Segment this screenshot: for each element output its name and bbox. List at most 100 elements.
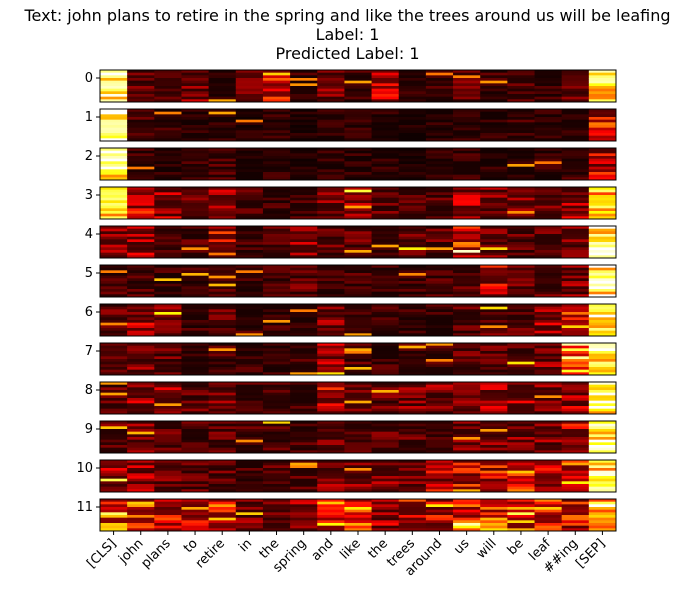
heatmap-cell bbox=[453, 125, 481, 129]
heatmap-cell bbox=[507, 403, 535, 407]
heatmap-cell bbox=[208, 515, 237, 519]
heatmap-cell bbox=[290, 343, 318, 347]
heatmap-cell bbox=[100, 94, 128, 98]
heatmap-cell bbox=[588, 156, 617, 160]
heatmap-cell bbox=[588, 133, 617, 137]
heatmap-cell bbox=[371, 322, 400, 326]
heatmap-cell bbox=[344, 119, 372, 123]
heatmap-cell bbox=[290, 309, 318, 313]
heatmap-cell bbox=[588, 478, 617, 482]
heatmap-cell bbox=[453, 345, 481, 349]
heatmap-cell bbox=[398, 164, 427, 168]
heatmap-cell bbox=[262, 403, 291, 407]
heatmap-cell bbox=[425, 255, 454, 259]
heatmap-cell bbox=[317, 125, 345, 129]
heatmap-cell bbox=[208, 265, 237, 269]
heatmap-cell bbox=[453, 138, 481, 142]
heatmap-cell bbox=[588, 322, 617, 326]
heatmap-cell bbox=[181, 486, 210, 490]
heatmap-cell bbox=[317, 138, 345, 142]
heatmap-cell bbox=[453, 203, 481, 207]
heatmap-cell bbox=[290, 72, 318, 76]
heatmap-cell bbox=[453, 437, 481, 441]
heatmap-cell bbox=[534, 294, 563, 298]
heatmap-cell bbox=[317, 523, 345, 527]
heatmap-cell bbox=[317, 208, 345, 212]
heatmap-cell bbox=[235, 309, 264, 313]
heatmap-cell bbox=[561, 111, 590, 115]
heatmap-cell bbox=[344, 231, 372, 235]
heatmap-cell bbox=[127, 166, 155, 170]
heatmap-cell bbox=[181, 119, 210, 123]
heatmap-cell bbox=[534, 515, 563, 519]
heatmap-cell bbox=[425, 426, 454, 430]
heatmap-cell bbox=[262, 359, 291, 363]
heatmap-cell bbox=[127, 478, 155, 482]
heatmap-cell bbox=[235, 91, 264, 95]
heatmap-cell bbox=[344, 86, 372, 90]
heatmap-cell bbox=[262, 195, 291, 199]
heatmap-cell bbox=[561, 333, 590, 337]
heatmap-cell bbox=[534, 86, 563, 90]
heatmap-cell bbox=[127, 138, 155, 142]
heatmap-cell bbox=[425, 117, 454, 121]
heatmap-cell bbox=[181, 442, 210, 446]
heatmap-cell bbox=[371, 242, 400, 246]
heatmap-cell bbox=[371, 244, 400, 248]
heatmap-cell bbox=[398, 392, 427, 396]
heatmap-cell bbox=[534, 114, 563, 118]
heatmap-cell bbox=[371, 213, 400, 217]
heatmap-cell bbox=[480, 236, 508, 240]
heatmap-cell bbox=[262, 509, 291, 513]
heatmap-cell bbox=[425, 158, 454, 162]
heatmap-cell bbox=[480, 372, 508, 376]
heatmap-cell bbox=[344, 265, 372, 269]
heatmap-cell bbox=[588, 353, 617, 357]
heatmap-cell bbox=[480, 133, 508, 137]
heatmap-cell bbox=[127, 161, 155, 165]
heatmap-cell bbox=[317, 306, 345, 310]
heatmap-cell bbox=[507, 429, 535, 433]
heatmap-cell bbox=[453, 523, 481, 527]
heatmap-cell bbox=[480, 460, 508, 464]
heatmap-cell bbox=[181, 372, 210, 376]
heatmap-cell bbox=[344, 507, 372, 511]
heatmap-cell bbox=[480, 400, 508, 404]
heatmap-cell bbox=[561, 325, 590, 329]
heatmap-cell bbox=[507, 148, 535, 152]
heatmap-cell bbox=[480, 473, 508, 477]
panel-frame bbox=[99, 459, 617, 493]
heatmap-cell bbox=[480, 213, 508, 217]
heatmap-cell bbox=[208, 343, 237, 347]
heatmap-cell bbox=[208, 187, 237, 191]
heatmap-cell bbox=[371, 353, 400, 357]
heatmap-cell bbox=[480, 286, 508, 290]
heatmap-cell bbox=[317, 203, 345, 207]
heatmap-cell bbox=[344, 447, 372, 451]
heatmap-cell bbox=[480, 523, 508, 527]
heatmap-cell bbox=[588, 111, 617, 115]
heatmap-cell bbox=[154, 291, 182, 295]
heatmap-cell bbox=[317, 247, 345, 251]
heatmap-cell bbox=[507, 211, 535, 215]
heatmap-cell bbox=[534, 437, 563, 441]
heatmap-cell bbox=[398, 216, 427, 220]
heatmap-cell bbox=[480, 507, 508, 511]
heatmap-cell bbox=[588, 72, 617, 76]
heatmap-cell bbox=[453, 234, 481, 238]
heatmap-cell bbox=[181, 353, 210, 357]
heatmap-cell bbox=[235, 312, 264, 316]
heatmap-cell bbox=[453, 486, 481, 490]
heatmap-cell bbox=[588, 367, 617, 371]
heatmap-cell bbox=[317, 392, 345, 396]
heatmap-cell bbox=[480, 395, 508, 399]
heatmap-cell bbox=[235, 72, 264, 76]
heatmap-cell bbox=[235, 234, 264, 238]
heatmap-cell bbox=[235, 356, 264, 360]
heatmap-cell bbox=[398, 439, 427, 443]
heatmap-cell bbox=[181, 312, 210, 316]
heatmap-cell bbox=[235, 122, 264, 126]
heatmap-cell bbox=[398, 499, 427, 503]
heatmap-cell bbox=[507, 91, 535, 95]
heatmap-cell bbox=[398, 78, 427, 82]
